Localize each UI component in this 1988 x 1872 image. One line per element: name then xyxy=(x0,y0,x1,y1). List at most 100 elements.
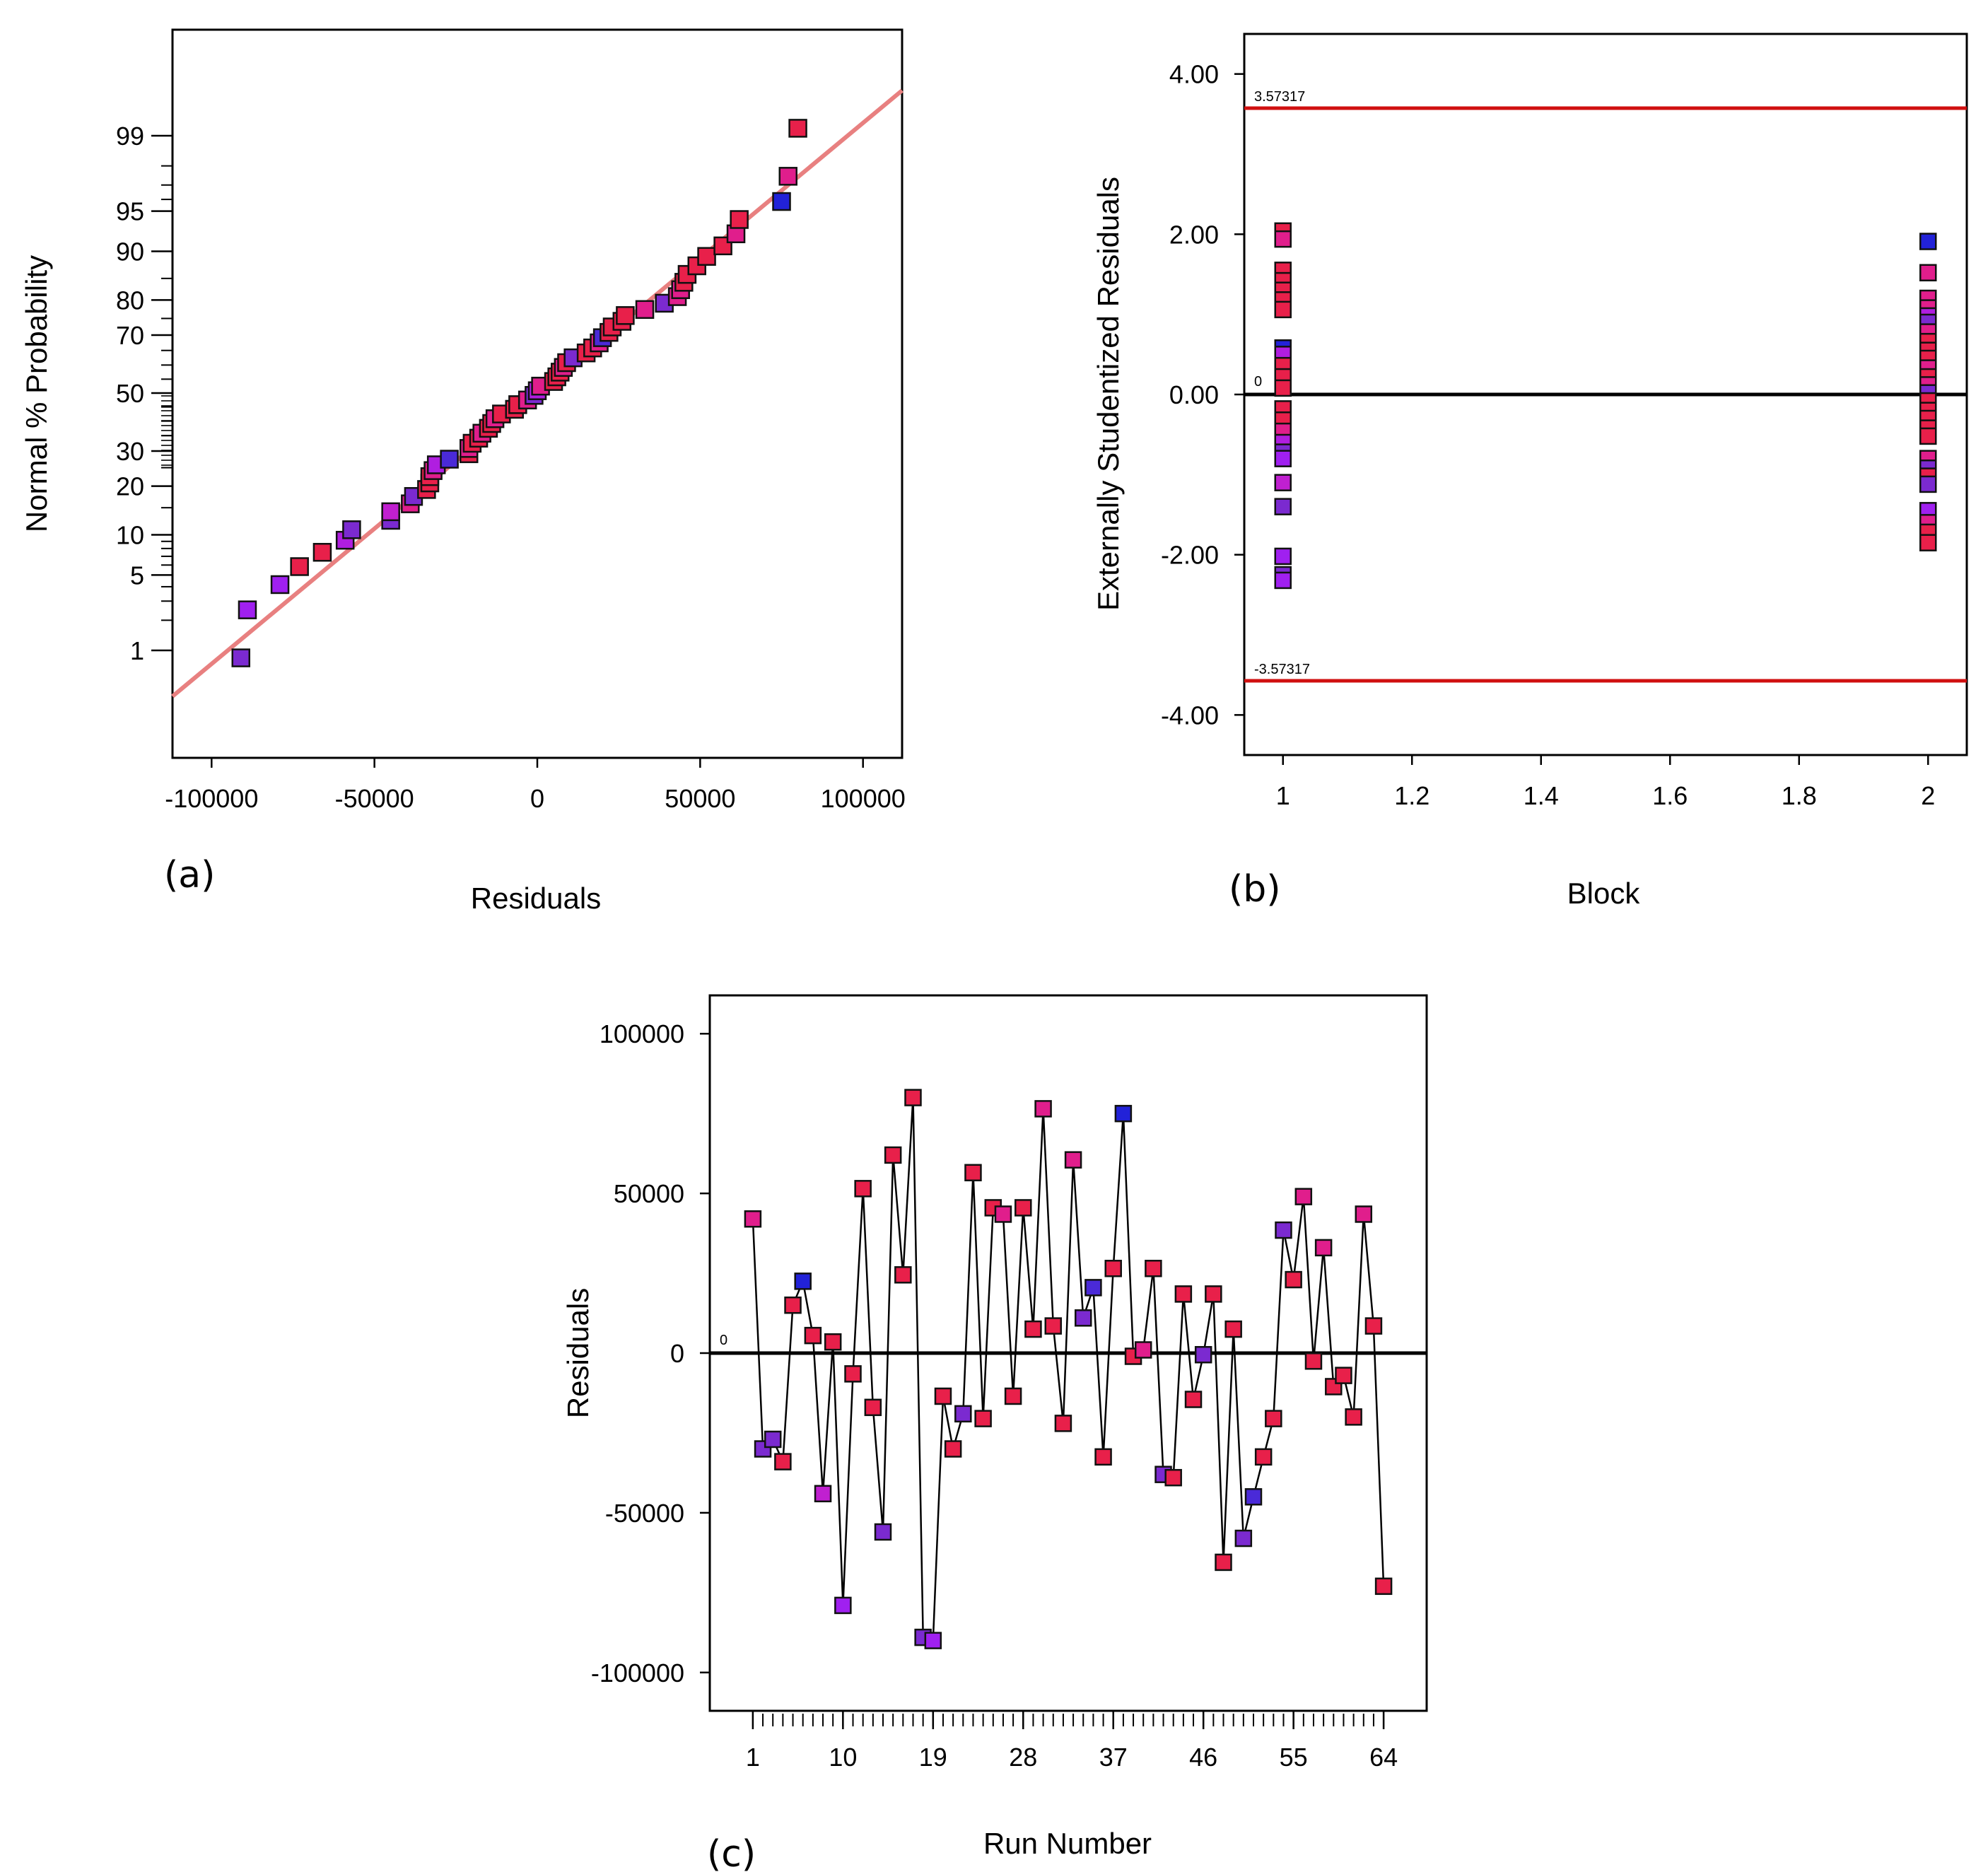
chart-c-point xyxy=(1054,1415,1072,1432)
chart-c-point xyxy=(1114,1104,1133,1123)
chart-c-x-tick-label: 55 xyxy=(1280,1743,1308,1772)
chart-c-point xyxy=(884,1146,902,1164)
chart-c-point xyxy=(1355,1205,1373,1223)
chart-c-x-tick-label: 28 xyxy=(1009,1743,1037,1772)
chart-c-point xyxy=(1304,1352,1323,1370)
chart-c-point xyxy=(1194,1346,1212,1364)
chart-b-x-tick-label: 1.4 xyxy=(1524,781,1559,810)
chart-b-point xyxy=(1274,300,1292,319)
chart-b-x-tick-label: 2 xyxy=(1921,781,1935,810)
chart-b-x-tick-label: 1.8 xyxy=(1782,781,1817,810)
chart-a-point xyxy=(312,542,332,562)
chart-c-point xyxy=(794,1273,812,1290)
chart-b-point xyxy=(1274,230,1292,248)
chart-a-point xyxy=(697,247,716,266)
chart-b-y-tick-label: 2.00 xyxy=(1169,220,1219,249)
chart-a-point xyxy=(730,210,749,229)
chart-b-x-axis-label: Block xyxy=(1567,877,1641,910)
chart-b-panel-label: (b) xyxy=(1229,868,1281,911)
chart-c-point xyxy=(994,1205,1012,1223)
chart-b-point xyxy=(1274,474,1292,491)
chart-c-point xyxy=(934,1387,952,1405)
chart-c-point xyxy=(874,1523,892,1541)
chart-c-x-ticks: 1 10 19 28 37 46 55 64 xyxy=(746,1711,1398,1772)
chart-a-y-tick-label: 90 xyxy=(116,237,144,266)
chart-b-y-tick-label: 4.00 xyxy=(1169,60,1219,89)
chart-b-point xyxy=(1274,498,1292,515)
chart-c-x-tick-label: 19 xyxy=(919,1743,947,1772)
chart-c-y-tick-label: 50000 xyxy=(614,1179,684,1208)
chart-c-point xyxy=(1094,1448,1112,1466)
chart-c-x-axis-label: Run Number xyxy=(983,1827,1152,1860)
chart-a-y-tick-label: 70 xyxy=(116,321,144,350)
chart-b-y-tick-label: -2.00 xyxy=(1161,541,1219,570)
chart-c-point xyxy=(1145,1260,1162,1277)
chart-c-series-line xyxy=(752,1097,1385,1642)
chart-a-x-ticks: -100000 -50000 0 50000 100000 xyxy=(165,758,906,813)
chart-c-y-ticks: -100000 -50000 0 50000 100000 xyxy=(591,1019,710,1687)
chart-b-point xyxy=(1919,427,1937,445)
chart-c-point xyxy=(894,1266,912,1284)
chart-a-y-tick-label: 95 xyxy=(116,197,144,226)
chart-c-point xyxy=(1174,1285,1193,1303)
chart-c-point xyxy=(1104,1260,1122,1277)
chart-a-y-ticks: 1 5 10 20 30 50 70 80 90 95 99 xyxy=(116,122,173,665)
chart-b-x-ticks: 1 1.2 1.4 1.6 1.8 2 xyxy=(1276,755,1935,810)
chart-c-y-tick-label: -100000 xyxy=(591,1659,684,1687)
chart-b-x-tick-label: 1.2 xyxy=(1394,781,1429,810)
chart-a-x-tick-label: -100000 xyxy=(165,784,258,813)
chart-a-points xyxy=(231,119,807,667)
chart-c-x-tick-label: 37 xyxy=(1099,1743,1128,1772)
chart-a-point xyxy=(270,575,290,595)
chart-c-point xyxy=(1015,1199,1032,1217)
chart-a-x-tick-label: -50000 xyxy=(335,784,414,813)
chart-c-x-tick-label: 64 xyxy=(1369,1743,1398,1772)
chart-b-point xyxy=(1919,475,1937,493)
chart-c-point xyxy=(1254,1448,1273,1466)
chart-c-x-tick-label: 46 xyxy=(1189,1743,1217,1772)
chart-b-zero-label: 0 xyxy=(1254,374,1262,390)
chart-b-y-axis-label: Externally Studentized Residuals xyxy=(1092,177,1125,611)
chart-c-point xyxy=(1044,1317,1063,1335)
chart-c-point xyxy=(1234,1529,1253,1548)
chart-c-point xyxy=(1205,1285,1222,1303)
chart-c-point xyxy=(744,1210,762,1228)
chart-c-point xyxy=(1335,1367,1352,1384)
chart-a-y-tick-label: 99 xyxy=(116,122,144,151)
chart-c-point xyxy=(1285,1270,1302,1289)
chart-a-panel-label: (a) xyxy=(164,854,215,896)
chart-a-point xyxy=(616,306,635,325)
chart-c-point xyxy=(814,1485,832,1503)
chart-c-x-tick-label: 1 xyxy=(746,1743,760,1772)
chart-a-y-tick-label: 50 xyxy=(116,379,144,408)
chart-c-point xyxy=(844,1365,862,1383)
chart-b-point xyxy=(1919,264,1937,281)
chart-c-point xyxy=(1024,1320,1042,1338)
chart-c-point xyxy=(924,1632,942,1649)
chart-a-y-tick-label: 30 xyxy=(116,437,144,466)
chart-c: -100000 -50000 0 50000 100000 1 10 19 28 37 46 55 6… xyxy=(561,994,1428,1872)
chart-c-point xyxy=(1184,1391,1203,1408)
chart-c-point xyxy=(954,1405,972,1423)
chart-a-point xyxy=(440,450,459,469)
chart-c-y-tick-label: 0 xyxy=(670,1339,684,1368)
chart-a: 1 5 10 20 30 50 70 80 90 95 99 -100000 -50000 0 50000… xyxy=(20,28,906,915)
chart-a-y-tick-label: 20 xyxy=(116,472,144,501)
chart-c-y-tick-label: 100000 xyxy=(600,1019,684,1048)
chart-c-zero-label: 0 xyxy=(720,1333,727,1348)
chart-b-point xyxy=(1274,547,1292,566)
chart-c-point xyxy=(1374,1577,1393,1596)
chart-a-x-tick-label: 100000 xyxy=(821,784,906,813)
chart-a-y-tick-label: 5 xyxy=(130,561,144,590)
chart-a-point xyxy=(635,300,655,320)
chart-c-point xyxy=(1364,1317,1383,1335)
chart-b-point xyxy=(1274,450,1292,467)
chart-c-point xyxy=(1294,1188,1313,1205)
chart-c-point xyxy=(1034,1100,1052,1118)
chart-c-point xyxy=(974,1410,992,1427)
chart-a-point xyxy=(290,557,309,576)
chart-c-point xyxy=(1074,1309,1092,1327)
chart-c-point xyxy=(774,1453,792,1470)
chart-c-y-axis-label: Residuals xyxy=(561,1288,595,1418)
chart-c-point xyxy=(1164,1468,1182,1487)
